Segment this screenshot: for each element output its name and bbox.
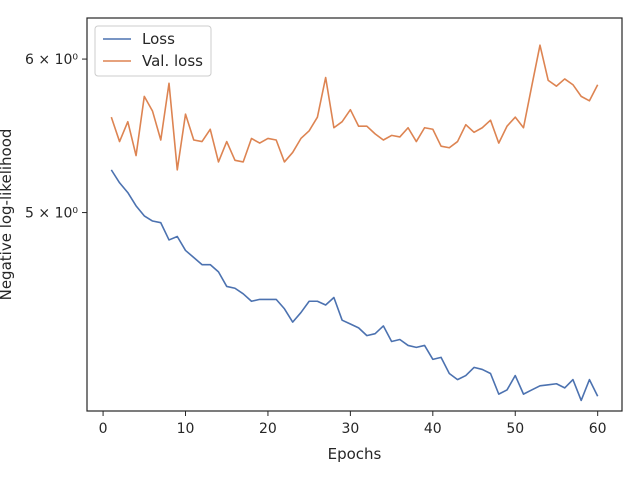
legend-label-val-loss: Val. loss: [142, 52, 203, 70]
plot-frame: [86, 17, 623, 412]
x-tick-label: 40: [424, 421, 442, 437]
plot-lines: [110, 44, 599, 402]
series-line-val-loss: [110, 44, 599, 171]
x-tick-label: 20: [259, 421, 277, 437]
legend-label-loss: Loss: [142, 30, 175, 48]
x-tick-label: 0: [99, 421, 108, 437]
x-tick-label: 10: [177, 421, 195, 437]
x-tick-label: 60: [589, 421, 607, 437]
y-axis-label: Negative log-likelihood: [0, 129, 15, 301]
series-line-loss: [110, 169, 599, 402]
legend: Loss Val. loss: [94, 25, 212, 77]
x-axis: 0 10 20 30 40 50 60: [99, 411, 607, 437]
y-axis: 5 × 10⁰ 6 × 10⁰: [25, 52, 87, 222]
x-tick-label: 30: [341, 421, 359, 437]
x-axis-label: Epochs: [328, 445, 382, 463]
y-tick-label: 6 × 10⁰: [25, 52, 78, 68]
y-tick-label: 5 × 10⁰: [25, 206, 78, 222]
x-tick-label: 50: [506, 421, 524, 437]
